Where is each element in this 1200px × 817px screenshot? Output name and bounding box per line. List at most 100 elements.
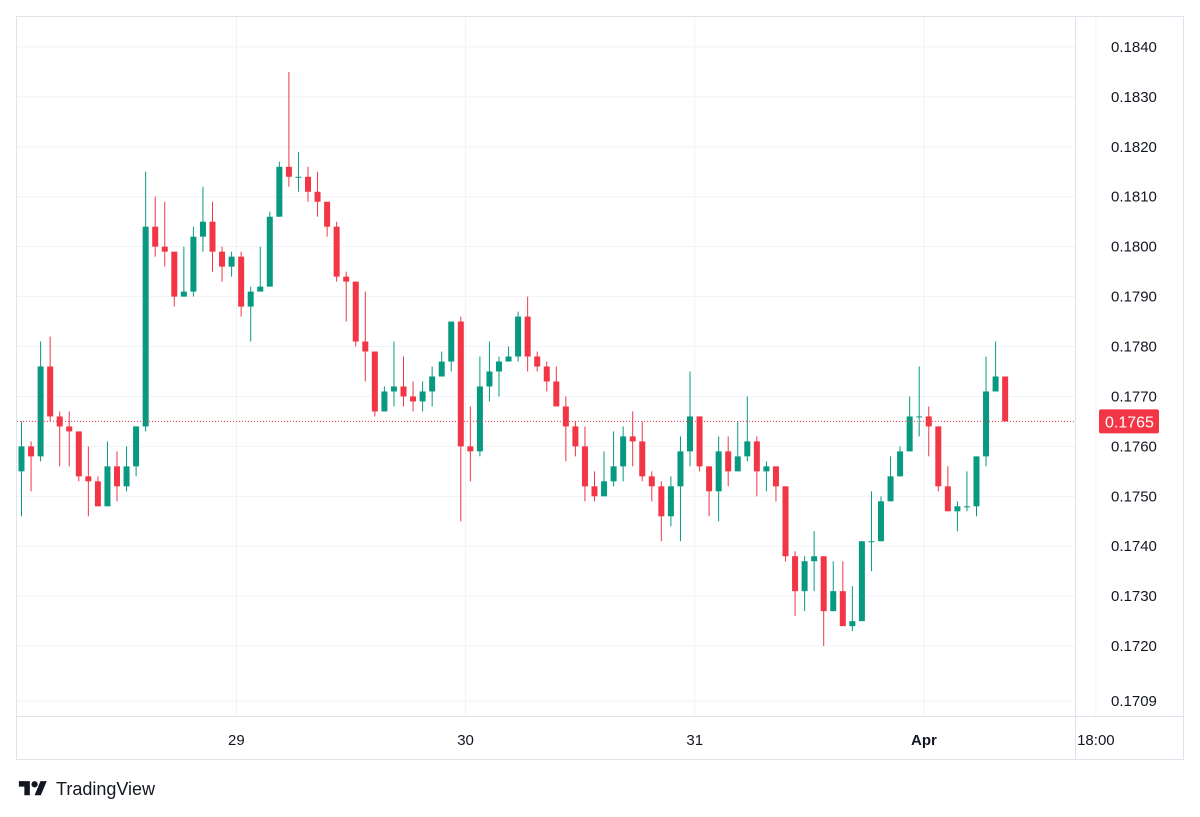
candle-body — [496, 361, 502, 372]
candle-up — [476, 356, 483, 457]
candle-up — [199, 186, 206, 252]
candle-up — [496, 356, 502, 397]
y-tick-label: 0.1740 — [1111, 538, 1157, 555]
y-tick-label: 0.1720 — [1111, 638, 1157, 655]
candle-body — [257, 286, 264, 292]
candle-body — [448, 321, 455, 362]
candle-body — [362, 341, 369, 352]
candle-body — [658, 486, 665, 517]
candle-up — [830, 561, 837, 612]
candles — [18, 71, 1009, 647]
candle-body — [887, 476, 894, 502]
candle-down — [944, 466, 951, 512]
candle-body — [906, 416, 913, 452]
candle-up — [687, 371, 693, 467]
candle-down — [629, 411, 636, 467]
candle-body — [209, 221, 216, 252]
candle-body — [839, 591, 846, 627]
candle-body — [601, 481, 608, 497]
candle-down — [591, 471, 598, 502]
candle-down — [362, 291, 369, 382]
candle-body — [467, 446, 474, 452]
candle-body — [295, 176, 302, 178]
time-axis[interactable]: 29 30 31 Apr 18:00 — [17, 716, 1183, 750]
candle-down — [457, 316, 464, 522]
candle-down — [152, 196, 159, 257]
candle-body — [419, 391, 426, 402]
candle-body — [94, 481, 101, 507]
candle-body — [830, 591, 837, 612]
candle-body — [677, 451, 684, 487]
candle-down — [792, 551, 799, 617]
candle-up — [515, 311, 522, 362]
candle-up — [887, 456, 894, 502]
candle-body — [457, 321, 464, 447]
candle-up — [734, 421, 741, 472]
candle-body — [935, 426, 942, 487]
candle-body — [696, 416, 703, 467]
y-tick-label: 0.1800 — [1111, 239, 1157, 256]
candle-body — [878, 501, 884, 542]
candle-body — [868, 541, 875, 543]
candle-down — [285, 71, 292, 187]
candle-down — [56, 411, 63, 467]
candlestick-chart[interactable]: 0.1840 0.1830 0.1820 0.1810 0.1800 0.1790 0.17… — [17, 17, 1183, 759]
y-tick-label: 0.1709 — [1111, 693, 1157, 710]
candle-body — [639, 441, 646, 477]
candle-up — [429, 366, 436, 407]
tradingview-logo-icon — [18, 781, 47, 796]
candle-up — [266, 211, 273, 287]
candle-body — [28, 446, 35, 457]
candle-body — [114, 466, 120, 487]
candle-up — [486, 341, 493, 402]
candle-body — [171, 251, 178, 297]
chart-frame: 0.1840 0.1830 0.1820 0.1810 0.1800 0.1790 0.17… — [16, 16, 1184, 760]
candle-body — [476, 386, 483, 452]
candle-down — [333, 221, 340, 282]
candle-body — [47, 366, 54, 417]
candle-body — [973, 456, 980, 507]
candle-up — [677, 436, 684, 542]
candle-up — [801, 556, 808, 612]
candle-body — [305, 176, 311, 192]
candle-up — [811, 531, 818, 592]
candle-body — [142, 226, 149, 427]
candle-body — [820, 556, 827, 612]
candle-body — [963, 506, 970, 508]
x-tick-label: 30 — [457, 732, 474, 749]
candle-down — [467, 406, 474, 482]
candle-up — [954, 501, 961, 532]
candle-body — [524, 316, 531, 357]
candle-down — [47, 336, 54, 422]
candle-down — [352, 281, 359, 347]
candle-up — [620, 426, 627, 482]
candle-down — [75, 431, 82, 482]
candle-down — [219, 246, 226, 282]
x-tick-label: Apr — [911, 732, 937, 749]
candle-up — [916, 366, 923, 437]
candle-down — [114, 451, 120, 502]
candle-body — [858, 541, 865, 622]
candle-body — [219, 251, 226, 267]
candle-body — [734, 456, 741, 472]
candle-down — [209, 201, 216, 272]
candle-body — [333, 226, 340, 277]
candle-down — [572, 421, 579, 457]
y-tick-label: 0.1820 — [1111, 139, 1157, 156]
last-price-label: 0.1765 — [1099, 409, 1159, 434]
y-tick-label: 0.1810 — [1111, 189, 1157, 206]
y-tick-label: 0.1840 — [1111, 39, 1157, 56]
candle-down — [839, 561, 846, 627]
candle-body — [629, 436, 636, 442]
candle-down — [658, 481, 665, 542]
candle-up — [858, 541, 865, 622]
candle-up — [992, 341, 999, 392]
candle-body — [314, 191, 321, 202]
candle-body — [429, 376, 436, 392]
y-tick-label: 0.1780 — [1111, 339, 1157, 356]
candle-body — [725, 451, 732, 472]
tradingview-brand[interactable]: TradingView — [18, 778, 155, 800]
candle-body — [180, 291, 187, 297]
candle-down — [524, 296, 531, 372]
price-axis[interactable]: 0.1840 0.1830 0.1820 0.1810 0.1800 0.1790 0.17… — [1075, 17, 1160, 759]
